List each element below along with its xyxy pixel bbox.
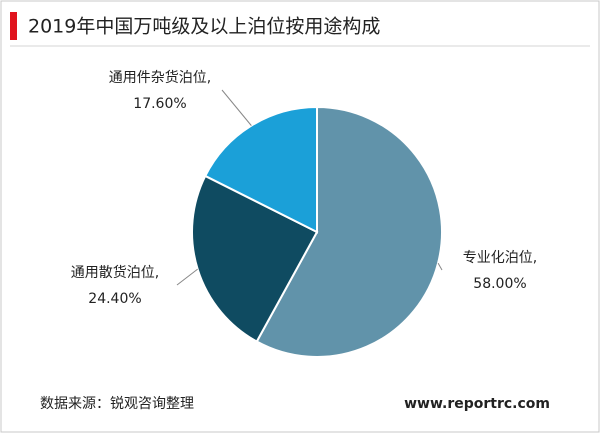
leader-line (437, 262, 443, 271)
pie-slice (255, 105, 443, 358)
pie-slice (203, 105, 318, 234)
website: www.reportrc.com (404, 396, 550, 412)
title-marker (10, 12, 17, 40)
value-label: 24.40% (88, 291, 141, 307)
slice-label: 专业化泊位, (463, 250, 537, 266)
value-label: 17.60% (133, 96, 186, 112)
chart-title: 2019年中国万吨级及以上泊位按用途构成 (28, 16, 380, 38)
source: 数据来源：锐观咨询整理 (40, 396, 194, 412)
slice-label: 通用件杂货泊位, (109, 69, 211, 86)
value-label: 58.00% (473, 276, 526, 292)
leader-line (221, 89, 252, 126)
leader-line (176, 268, 198, 286)
slice-label: 通用散货泊位, (71, 264, 159, 281)
